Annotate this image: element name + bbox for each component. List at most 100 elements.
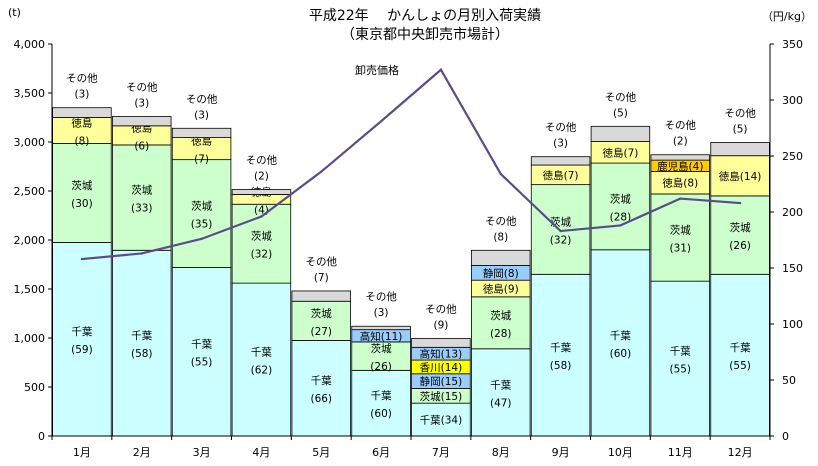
segment-pct-label: (26) [729,240,751,252]
price-point [379,120,383,123]
left-axis-unit: (t) [8,6,21,19]
left-tick-label: 1,500 [14,283,46,296]
other-pct-label: (2) [254,171,269,183]
segment-pct-label: (27) [310,326,332,338]
segment-label: 千葉 [71,325,92,338]
bar-segment [52,117,112,144]
right-tick-label: 100 [782,318,803,331]
segment-pct-label: (26) [370,361,392,373]
segment-label: 千葉 [490,378,511,391]
segment-label: 徳島(9) [483,283,519,296]
segment-label: 茨城 [311,307,332,320]
other-label: その他 [365,290,397,303]
bar-segment [530,273,591,437]
segment-label: 茨城 [371,342,392,355]
bar-segment [52,107,112,118]
right-tick-label: 0 [782,430,789,443]
chart-title: 平成22年 かんしょの月別入荷実績 [309,8,541,24]
price-point [200,237,203,241]
segment-label: 千葉 [371,389,392,402]
segment-pct-label: (60) [610,348,632,360]
left-tick-label: 1,000 [14,332,46,345]
segment-pct-label: (58) [131,348,153,360]
axis-layer: 0 500 1,000 1,500 2,000 2,500 3,000 3,500 4,000 0… [14,38,804,459]
other-pct-label: (3) [74,89,89,101]
segment-label: 千葉 [131,329,152,342]
segment-pct-label: (6) [134,140,149,152]
bar-segment [112,249,172,437]
segment-pct-label: (55) [669,364,691,376]
other-label: その他 [425,302,457,315]
left-tick-label: 0 [38,430,45,443]
segment-label: 茨城 [550,215,571,228]
bar-segment [411,338,471,348]
price-point [260,215,263,218]
bar-segment [650,280,710,437]
segment-label: 静岡(8) [483,267,519,280]
segment-label: 千葉 [191,338,212,351]
category-label: 5月 [312,446,330,459]
segment-label: 徳島(7) [543,169,579,182]
segment-label: 徳島(8) [662,177,698,190]
other-pct-label: (2) [673,136,688,148]
other-label: その他 [246,154,278,167]
category-label: 12月 [728,446,753,459]
other-label: その他 [545,121,577,134]
segment-pct-label: (55) [191,357,213,369]
left-tick-label: 2,000 [14,234,46,247]
bar-segment [530,156,591,166]
other-label: その他 [126,81,158,94]
bar-segment [231,189,292,195]
segment-pct-label: (32) [550,234,572,246]
segment-label: 徳島(14) [719,170,762,183]
left-tick-label: 2,500 [14,185,46,198]
bar-segment [291,290,351,302]
segment-pct-label: (4) [254,204,269,216]
segment-label: 千葉(34) [420,414,463,427]
other-pct-label: (5) [613,107,628,119]
segment-label: 茨城 [71,179,92,192]
segment-pct-label: (58) [550,360,572,372]
segment-pct-label: (28) [490,328,512,340]
segment-pct-label: (55) [729,360,751,372]
bar-segment [590,125,651,142]
other-label: その他 [186,92,218,105]
left-tick-label: 4,000 [14,38,46,51]
bar-segment [231,282,292,437]
right-tick-label: 250 [782,150,803,163]
segment-pct-label: (35) [191,219,213,231]
bar-segment [171,267,232,437]
bar-segment [351,369,411,437]
segment-label: 静岡(15) [420,375,463,388]
bar-segment [112,144,172,251]
category-label: 9月 [552,446,570,459]
segment-pct-label: (47) [490,397,512,409]
other-label: その他 [306,255,338,268]
segment-pct-label: (28) [610,211,632,223]
segment-pct-label: (7) [194,154,209,166]
segment-label: 茨城 [251,230,272,243]
price-point [679,197,682,200]
price-point [619,224,622,227]
bar-segment [471,249,531,266]
segment-pct-label: (32) [251,249,273,261]
bar-segment [52,143,112,243]
category-label: 10月 [608,446,633,459]
segment-label: 千葉 [550,341,571,354]
segment-pct-label: (66) [310,393,332,405]
segment-label: 千葉 [730,341,751,354]
segment-label: 鹿児島(4) [657,160,703,173]
right-tick-label: 300 [782,94,803,107]
category-label: 7月 [432,446,450,459]
bar-segment [291,340,351,437]
price-point [140,252,143,255]
bar-segment [471,348,531,437]
category-label: 4月 [252,446,270,459]
price-point [439,68,443,71]
line-layer: 卸売価格 [80,63,742,261]
segment-pct-label: (30) [71,198,93,210]
segment-pct-label: (8) [74,135,89,147]
segment-label: 香川(14) [420,362,463,374]
